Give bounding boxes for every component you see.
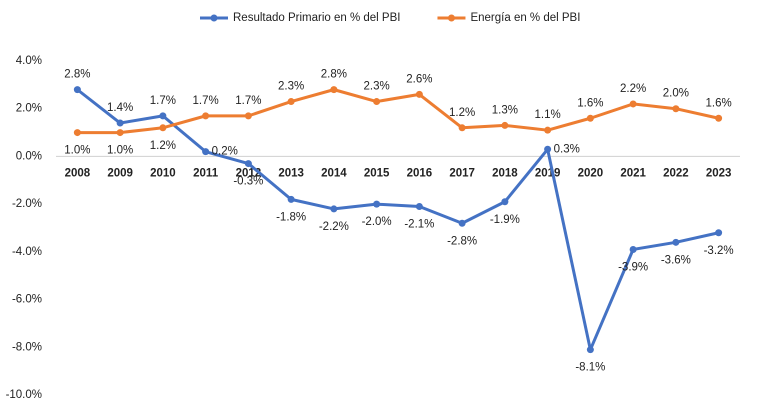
y-tick-label: -6.0%	[12, 294, 42, 306]
data-label: -0.3%	[233, 176, 263, 188]
data-point	[715, 229, 723, 237]
data-label: 1.7%	[235, 95, 261, 107]
data-label: 1.3%	[492, 104, 518, 116]
data-label: 1.0%	[107, 145, 133, 157]
data-point	[244, 112, 252, 120]
y-tick-label: 4.0%	[16, 55, 42, 67]
data-label: 1.2%	[150, 140, 176, 152]
data-point	[586, 346, 594, 354]
data-point	[244, 160, 252, 168]
data-point	[715, 114, 723, 122]
data-label: -8.1%	[575, 362, 605, 374]
data-label: 2.3%	[364, 81, 390, 93]
data-point	[415, 90, 423, 98]
data-label: 0.3%	[554, 143, 580, 155]
data-label: -2.2%	[319, 221, 349, 233]
x-tick-label: 2016	[407, 167, 433, 179]
data-point	[458, 219, 466, 227]
data-label: -1.9%	[490, 214, 520, 226]
x-tick-label: 2023	[706, 167, 732, 179]
data-point	[73, 86, 81, 94]
data-point	[544, 126, 552, 134]
data-label: 2.0%	[663, 88, 689, 100]
data-point	[159, 124, 167, 132]
data-point	[458, 124, 466, 132]
data-point	[415, 203, 423, 211]
x-tick-label: 2021	[620, 167, 646, 179]
data-point	[202, 112, 210, 120]
y-tick-label: -8.0%	[12, 341, 42, 353]
data-label: 1.6%	[577, 97, 603, 109]
data-label: -2.1%	[404, 219, 434, 231]
data-point	[373, 98, 381, 106]
legend-swatch	[447, 14, 455, 22]
data-point	[202, 148, 210, 156]
data-label: 2.8%	[64, 69, 90, 81]
y-tick-label: -10.0%	[6, 389, 42, 401]
data-label: -2.8%	[447, 235, 477, 247]
data-label: 2.3%	[278, 81, 304, 93]
data-point	[116, 119, 124, 127]
data-point	[501, 198, 509, 206]
data-point	[287, 98, 295, 106]
data-label: 1.4%	[107, 102, 133, 114]
data-label: -2.0%	[362, 216, 392, 228]
x-tick-label: 2010	[150, 167, 176, 179]
x-tick-label: 2011	[193, 167, 219, 179]
data-label: 2.6%	[406, 73, 432, 85]
data-point	[544, 145, 552, 153]
data-point	[629, 100, 637, 108]
data-label: 1.7%	[150, 95, 176, 107]
x-tick-label: 2018	[492, 167, 518, 179]
data-point	[629, 245, 637, 253]
series-line	[76, 88, 719, 352]
x-tick-label: 2019	[535, 167, 561, 179]
data-label: 1.0%	[64, 145, 90, 157]
data-point	[586, 114, 594, 122]
data-label: 2.2%	[620, 83, 646, 95]
data-label: 1.1%	[535, 109, 561, 121]
x-tick-label: 2015	[364, 167, 390, 179]
data-point	[672, 238, 680, 246]
data-point	[373, 200, 381, 208]
y-tick-label: 2.0%	[16, 103, 42, 115]
x-tick-label: 2017	[449, 167, 475, 179]
x-tick-label: 2013	[278, 167, 304, 179]
data-label: 1.6%	[706, 97, 732, 109]
data-point	[501, 121, 509, 129]
legend-label: Energía en % del PBI	[470, 12, 580, 24]
data-point	[73, 129, 81, 137]
data-label: 1.7%	[193, 95, 219, 107]
y-tick-label: -2.0%	[12, 198, 42, 210]
y-tick-label: 0.0%	[16, 150, 42, 162]
x-tick-label: 2022	[663, 167, 689, 179]
data-point	[159, 112, 167, 120]
y-tick-label: -4.0%	[12, 246, 42, 258]
legend-swatch	[210, 14, 218, 22]
data-label: 1.2%	[449, 107, 475, 119]
data-label: -3.6%	[661, 254, 691, 266]
data-point	[672, 105, 680, 113]
data-label: -1.8%	[276, 211, 306, 223]
legend-label: Resultado Primario en % del PBI	[233, 12, 400, 24]
data-label: 0.2%	[212, 146, 238, 158]
data-label: -3.2%	[704, 245, 734, 257]
x-tick-label: 2009	[107, 167, 133, 179]
x-tick-label: 2014	[321, 167, 347, 179]
data-label: -3.9%	[618, 262, 648, 274]
x-tick-label: 2020	[578, 167, 604, 179]
data-point	[116, 129, 124, 137]
x-tick-label: 2008	[65, 167, 91, 179]
series-line	[77, 88, 719, 135]
data-point	[287, 195, 295, 203]
data-point	[330, 86, 338, 94]
data-point	[330, 205, 338, 213]
data-label: 2.8%	[321, 69, 347, 81]
